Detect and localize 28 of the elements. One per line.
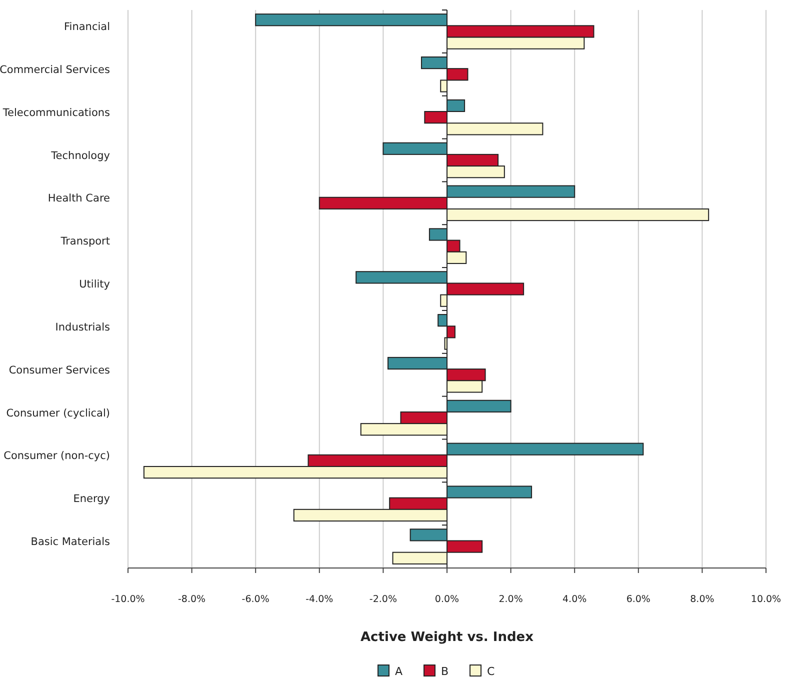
y-tick-label: Transport [60, 236, 110, 248]
y-tick-label: Technology [50, 150, 110, 162]
y-tick-label: Financial [64, 21, 110, 33]
y-tick-label: Industrials [55, 321, 110, 334]
x-tick-label: 8.0% [690, 594, 714, 605]
y-tick-label: Energy [73, 493, 110, 506]
y-tick-label: Telecommunications [2, 106, 110, 119]
x-tick-label: 6.0% [626, 594, 650, 605]
x-tick-label: -2.0% [369, 594, 397, 605]
y-tick-label: Consumer Services [8, 364, 110, 376]
y-tick-label: Consumer (cyclical) [6, 407, 110, 420]
y-tick-label: Commercial Services [0, 64, 110, 76]
legend-label: A [395, 665, 403, 678]
x-tick-label: -4.0% [306, 594, 334, 605]
x-tick-label: -6.0% [242, 594, 270, 605]
x-axis-title: Active Weight vs. Index [360, 630, 534, 645]
y-tick-label: Health Care [48, 192, 110, 205]
legend-label: C [487, 665, 495, 678]
y-tick-label: Consumer (non-cyc) [4, 450, 110, 462]
x-tick-label: -10.0% [111, 594, 145, 605]
y-tick-label: Basic Materials [30, 536, 110, 548]
x-tick-label: 2.0% [498, 594, 523, 605]
y-tick-label: Utility [79, 278, 110, 291]
x-tick-label: 4.0% [562, 594, 587, 605]
x-tick-label: 0.0% [434, 594, 460, 605]
legend-label: B [441, 665, 449, 678]
x-tick-label: 10.0% [750, 594, 782, 605]
x-tick-label: -8.0% [178, 594, 206, 605]
